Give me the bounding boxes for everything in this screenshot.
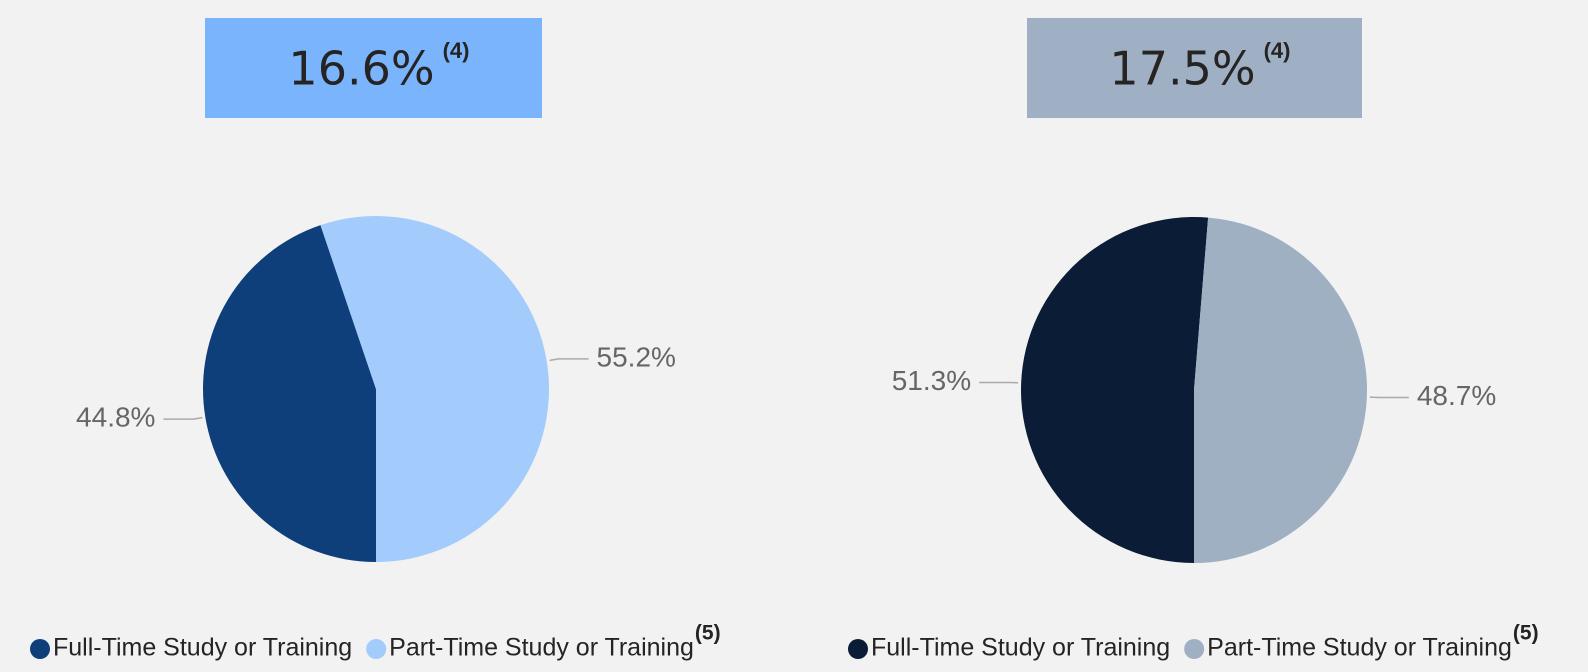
pie-slice <box>1194 217 1367 564</box>
legend-label: Part-Time Study or Training <box>389 634 694 662</box>
value-label: 51.3% <box>892 365 971 396</box>
kpi-value: 17.5% <box>1109 42 1255 96</box>
legend-marker <box>1184 639 1205 659</box>
pie-slice <box>202 225 376 563</box>
legend-marker <box>30 639 50 659</box>
legend-label: Part-Time Study or Training <box>1207 634 1512 662</box>
kpi-note: (4) <box>443 38 470 63</box>
value-label: 55.2% <box>597 341 676 372</box>
kpi-note: (4) <box>1264 38 1291 63</box>
legend-marker <box>848 639 868 659</box>
value-label: 48.7% <box>1417 380 1496 411</box>
kpi-value: 16.6% <box>288 42 434 96</box>
pie-slice <box>320 216 549 563</box>
legend-note: (5) <box>1513 622 1539 645</box>
pie-slice <box>1020 216 1209 563</box>
leader-line <box>163 416 203 420</box>
legend-note: (5) <box>695 622 721 645</box>
legend-label: Full-Time Study or Training <box>871 634 1170 662</box>
leader-line <box>549 358 589 362</box>
value-label: 44.8% <box>76 401 155 432</box>
legend-label: Full-Time Study or Training <box>53 634 352 662</box>
legend-marker <box>366 639 387 659</box>
kpi-header <box>205 18 542 118</box>
chart: 17.5% (4) 51.3% 48.7% Full-Time Study or Tra… <box>848 18 1539 662</box>
chart: 16.6% (4) 44.8% 55.2% Full-Time Study or Tra… <box>30 18 721 662</box>
kpi-header <box>1027 18 1362 118</box>
